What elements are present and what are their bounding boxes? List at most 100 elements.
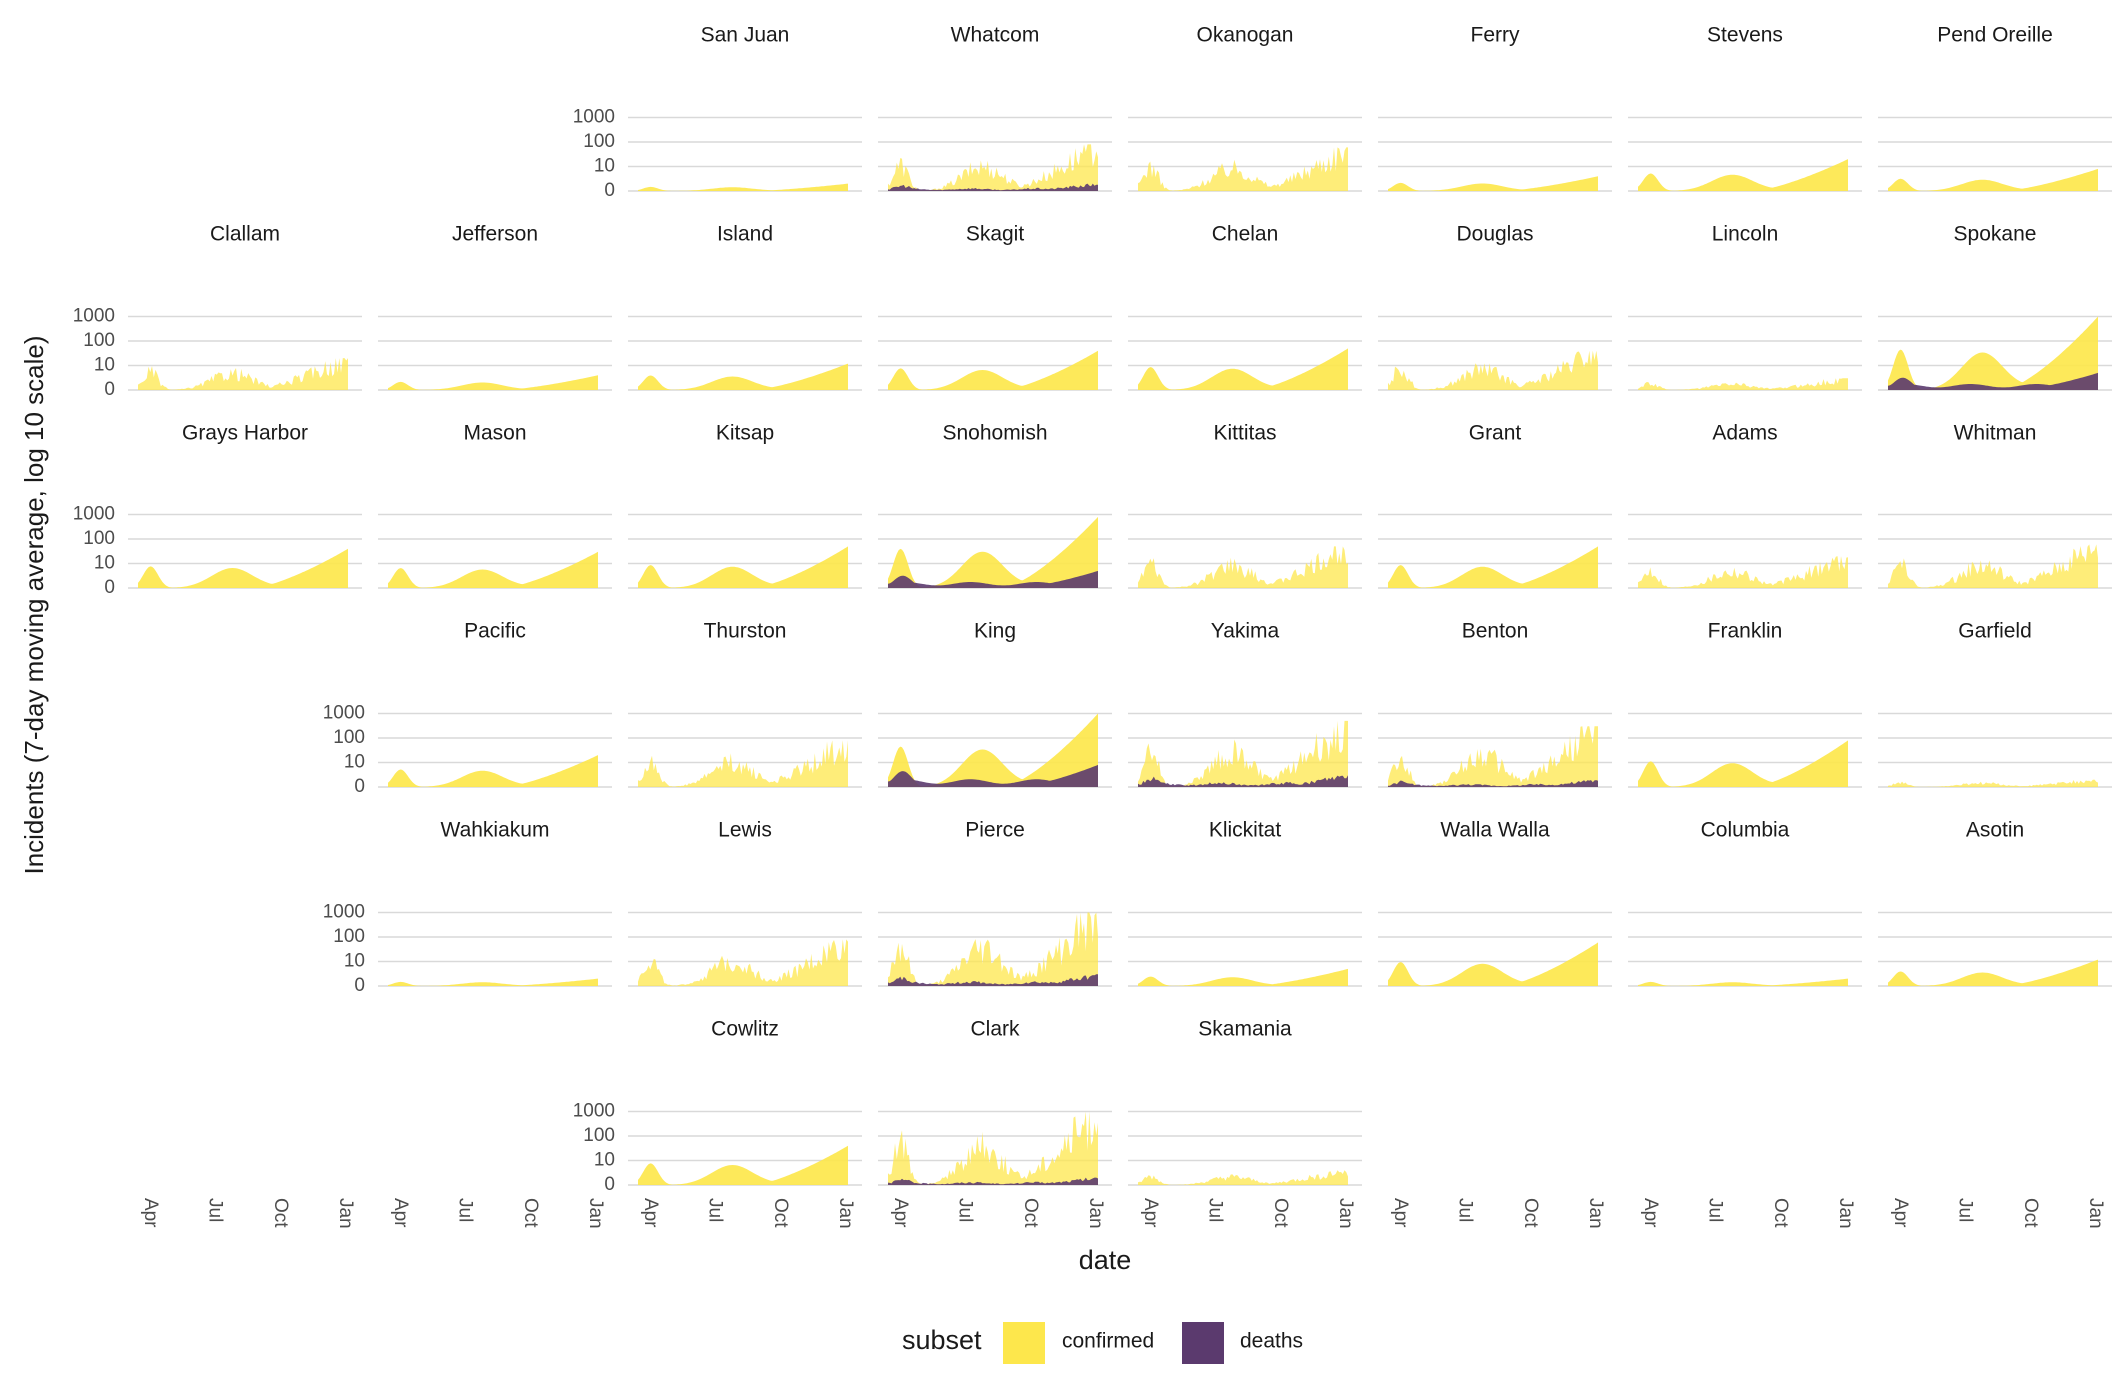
panel-title: Island bbox=[717, 223, 773, 246]
y-tick-label: 0 bbox=[104, 379, 115, 400]
confirmed-area bbox=[388, 551, 598, 588]
legend-label-confirmed: confirmed bbox=[1062, 1330, 1154, 1353]
x-tick-label: Oct bbox=[1270, 1198, 1291, 1228]
x-tick-label: Apr bbox=[890, 1198, 911, 1228]
confirmed-area bbox=[138, 358, 348, 390]
x-tick-label: Jan bbox=[1335, 1198, 1356, 1229]
panel-title: Douglas bbox=[1456, 223, 1533, 246]
confirmed-area bbox=[638, 1145, 848, 1185]
y-tick-label: 0 bbox=[104, 577, 115, 598]
x-axis-title: date bbox=[1079, 1245, 1132, 1275]
x-tick-label: Jul bbox=[1205, 1198, 1226, 1222]
deaths-area bbox=[1888, 372, 2098, 390]
confirmed-area bbox=[388, 375, 598, 390]
x-tick-label: Jan bbox=[1085, 1198, 1106, 1229]
confirmed-area bbox=[1138, 348, 1348, 390]
confirmed-area bbox=[888, 713, 1098, 787]
deaths-area bbox=[888, 570, 1098, 588]
y-tick-label: 10 bbox=[594, 1150, 615, 1171]
panel-title: Spokane bbox=[1954, 223, 2037, 246]
deaths-area bbox=[1138, 775, 1348, 787]
panel-title: Clark bbox=[970, 1018, 1020, 1041]
x-tick-label: Jan bbox=[1835, 1198, 1856, 1229]
confirmed-area bbox=[1638, 556, 1848, 588]
panel-title: Pierce bbox=[965, 819, 1025, 842]
y-tick-label: 10 bbox=[344, 752, 365, 773]
x-tick-label: Apr bbox=[140, 1198, 161, 1228]
confirmed-area bbox=[138, 548, 348, 588]
x-tick-label: Apr bbox=[1640, 1198, 1661, 1228]
x-tick-label: Oct bbox=[1520, 1198, 1541, 1228]
panel-title: Thurston bbox=[704, 620, 787, 643]
y-tick-label: 0 bbox=[604, 1174, 615, 1195]
confirmed-area bbox=[888, 516, 1098, 588]
x-tick-label: Apr bbox=[1140, 1198, 1161, 1228]
confirmed-area bbox=[888, 350, 1098, 390]
panel-title: King bbox=[974, 620, 1016, 643]
confirmed-area bbox=[638, 546, 848, 588]
confirmed-area bbox=[1888, 544, 2098, 588]
panel-title: Kittitas bbox=[1213, 422, 1276, 445]
confirmed-area bbox=[1138, 968, 1348, 986]
x-tick-label: Jan bbox=[585, 1198, 606, 1229]
confirmed-area bbox=[1138, 1170, 1348, 1185]
y-tick-label: 1000 bbox=[573, 1101, 615, 1122]
x-tick-label: Oct bbox=[1770, 1198, 1791, 1228]
y-tick-label: 100 bbox=[583, 131, 615, 152]
deaths-area bbox=[888, 183, 1098, 191]
panel-title: Franklin bbox=[1708, 620, 1783, 643]
y-tick-label: 1000 bbox=[323, 902, 365, 923]
y-tick-label: 1000 bbox=[73, 306, 115, 327]
panel-title: Lincoln bbox=[1712, 223, 1779, 246]
confirmed-area bbox=[1888, 779, 2098, 787]
y-tick-label: 0 bbox=[604, 180, 615, 201]
panel-title: Walla Walla bbox=[1440, 819, 1550, 842]
confirmed-area bbox=[1388, 726, 1598, 787]
x-tick-label: Jan bbox=[2085, 1198, 2106, 1229]
panel-title: Chelan bbox=[1212, 223, 1279, 246]
panel-title: Skagit bbox=[966, 223, 1025, 246]
x-tick-label: Apr bbox=[1390, 1198, 1411, 1228]
panel-title: Asotin bbox=[1966, 819, 2024, 842]
confirmed-area bbox=[1388, 942, 1598, 986]
confirmed-area bbox=[638, 740, 848, 787]
legend-swatch-deaths bbox=[1182, 1322, 1224, 1364]
deaths-area bbox=[888, 764, 1098, 787]
panel-title: Cowlitz bbox=[711, 1018, 779, 1041]
y-tick-label: 100 bbox=[83, 330, 115, 351]
legend-label-deaths: deaths bbox=[1240, 1330, 1303, 1353]
panel-title: Garfield bbox=[1958, 620, 2032, 643]
y-tick-label: 10 bbox=[594, 156, 615, 177]
panel-title: Skamania bbox=[1198, 1018, 1292, 1041]
panel-title: Grant bbox=[1469, 422, 1522, 445]
confirmed-area bbox=[638, 363, 848, 390]
panel-title: Whatcom bbox=[951, 24, 1040, 47]
confirmed-area bbox=[1138, 147, 1348, 191]
x-tick-label: Oct bbox=[520, 1198, 541, 1228]
panel-title: Grays Harbor bbox=[182, 422, 308, 445]
panel-title: Whitman bbox=[1954, 422, 2037, 445]
confirmed-area bbox=[888, 912, 1098, 986]
legend-title: subset bbox=[902, 1325, 982, 1355]
panel-title: Klickitat bbox=[1209, 819, 1282, 842]
x-tick-label: Jan bbox=[835, 1198, 856, 1229]
x-tick-label: Oct bbox=[2020, 1198, 2041, 1228]
confirmed-area bbox=[1138, 720, 1348, 787]
x-tick-label: Oct bbox=[1020, 1198, 1041, 1228]
panel-title: Adams bbox=[1712, 422, 1777, 445]
y-tick-label: 1000 bbox=[323, 703, 365, 724]
confirmed-area bbox=[1888, 959, 2098, 986]
x-tick-label: Oct bbox=[770, 1198, 791, 1228]
panel-title: Stevens bbox=[1707, 24, 1783, 47]
x-tick-label: Jan bbox=[1585, 1198, 1606, 1229]
deaths-area bbox=[1388, 780, 1598, 787]
y-tick-label: 0 bbox=[354, 776, 365, 797]
confirmed-area bbox=[1638, 978, 1848, 986]
confirmed-area bbox=[888, 1111, 1098, 1185]
y-tick-label: 100 bbox=[583, 1125, 615, 1146]
panel-title: Columbia bbox=[1701, 819, 1790, 842]
panel-title: Kitsap bbox=[716, 422, 774, 445]
y-tick-label: 10 bbox=[94, 553, 115, 574]
